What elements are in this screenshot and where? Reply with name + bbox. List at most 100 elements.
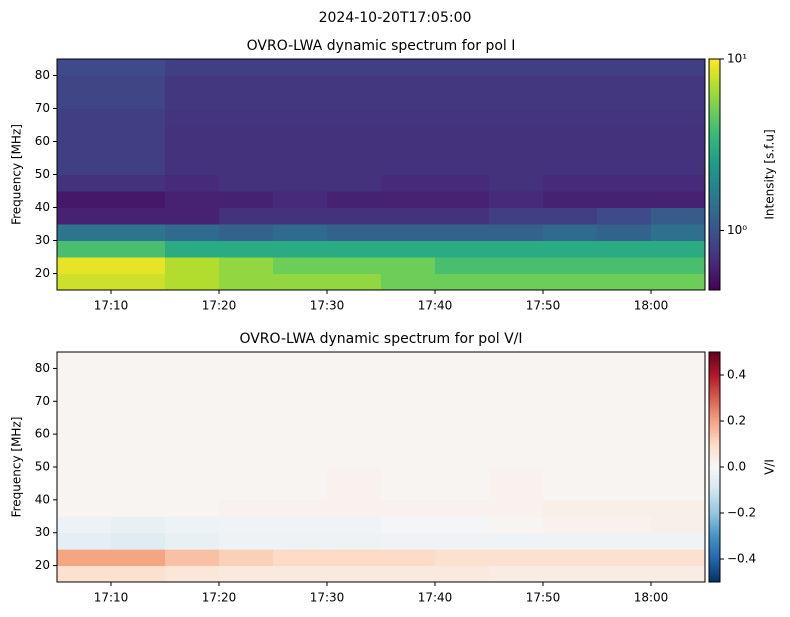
colorbar-step [709,204,720,208]
colorbar-step [709,114,720,118]
heatmap-cell [489,125,544,142]
colorbar-step [709,197,720,201]
colorbar-step [709,243,720,247]
colorbar-step [709,556,720,560]
heatmap-cell [57,549,112,567]
heatmap-cell [381,384,436,402]
heatmap-cell [543,207,598,225]
colorbar-step [709,391,720,394]
heatmap-cell [543,158,598,175]
colorbar-step [709,561,720,565]
heatmap-cell [435,450,490,468]
colorbar-step [709,223,720,226]
heatmap-cell [57,499,112,517]
colorbar-step [709,269,720,273]
heatmap-cell [435,549,490,567]
colorbar-step [709,232,720,236]
colorbar-step [709,109,720,113]
heatmap-cell [273,257,328,274]
colorbar-step [709,381,720,385]
x-tick-label: 18:00 [634,299,669,313]
y-tick-label: 30 [35,233,50,247]
heatmap-cell [273,516,328,534]
heatmap-cell [381,174,436,192]
colorbar-step [709,393,720,397]
colorbar-step [709,186,720,189]
colorbar-step [709,259,720,263]
heatmap-cell [435,532,490,550]
heatmap-cell [165,368,220,386]
colorbar-step [709,524,720,528]
colorbar-step [709,467,720,470]
colorbar-step [709,411,720,415]
colorbar-step [709,515,720,519]
heatmap-cell [57,532,112,550]
heatmap-cell [219,516,274,534]
heatmap-cell [381,257,436,274]
heatmap-cell [543,59,598,76]
colorbar-step [709,181,720,185]
heatmap-cell [273,417,328,435]
heatmap-cell [327,224,382,241]
y-tick-label: 40 [35,200,50,214]
colorbar-step [709,206,720,210]
colorbar-step [709,255,720,259]
heatmap-cell [543,174,598,192]
heatmap-cell [597,532,652,550]
heatmap-cell [111,384,166,402]
colorbar-step [709,462,720,466]
heatmap-cell [111,75,166,93]
heatmap-cell [165,516,220,534]
heatmap-cell [219,92,274,109]
heatmap-cell [57,368,112,386]
colorbar-step [709,68,720,72]
heatmap-cell [597,549,652,567]
heatmap-cell [489,224,544,241]
colorbar-step [709,179,720,182]
heatmap-cell [651,401,706,419]
heatmap-cell [273,240,328,258]
heatmap-cell [597,368,652,386]
colorbar-step [709,437,720,440]
heatmap-cell [111,108,166,126]
heatmap-cell [219,141,274,159]
x-tick-label: 17:50 [526,299,561,313]
colorbar-step [709,234,720,238]
colorbar-step [709,246,720,249]
heatmap-cell [651,352,706,369]
colorbar-step [709,287,720,291]
colorbar-step [709,250,720,254]
heatmap-cell [381,483,436,501]
heatmap-cell [651,565,706,583]
colorbar-tick-label: −0.2 [727,506,756,520]
colorbar-step [709,146,720,150]
heatmap-cell [381,467,436,484]
heatmap-cell [435,499,490,517]
colorbar-step [709,354,720,358]
heatmap-cell [651,108,706,126]
heatmap-cell [327,75,382,93]
heatmap-cell [111,450,166,468]
colorbar-step [709,139,720,143]
colorbar-label: V/I [763,459,777,475]
colorbar-step [709,568,720,571]
heatmap-cell [381,158,436,175]
heatmap-cell [327,483,382,501]
heatmap-cell [597,207,652,225]
heatmap-cell [489,352,544,369]
heatmap-cell [111,549,166,567]
heatmap-cell [489,532,544,550]
colorbar-step [709,476,720,479]
heatmap-cell [57,158,112,175]
heatmap-cell [435,224,490,241]
colorbar-frame [708,58,721,291]
x-tick-label: 17:30 [310,591,345,605]
heatmap-cell [111,565,166,583]
x-tick-label: 17:10 [94,591,129,605]
heatmap-cell [273,59,328,76]
colorbar-step [709,151,720,155]
heatmap-cell [111,92,166,109]
heatmap-cell [597,224,652,241]
heatmap-cell [543,499,598,517]
